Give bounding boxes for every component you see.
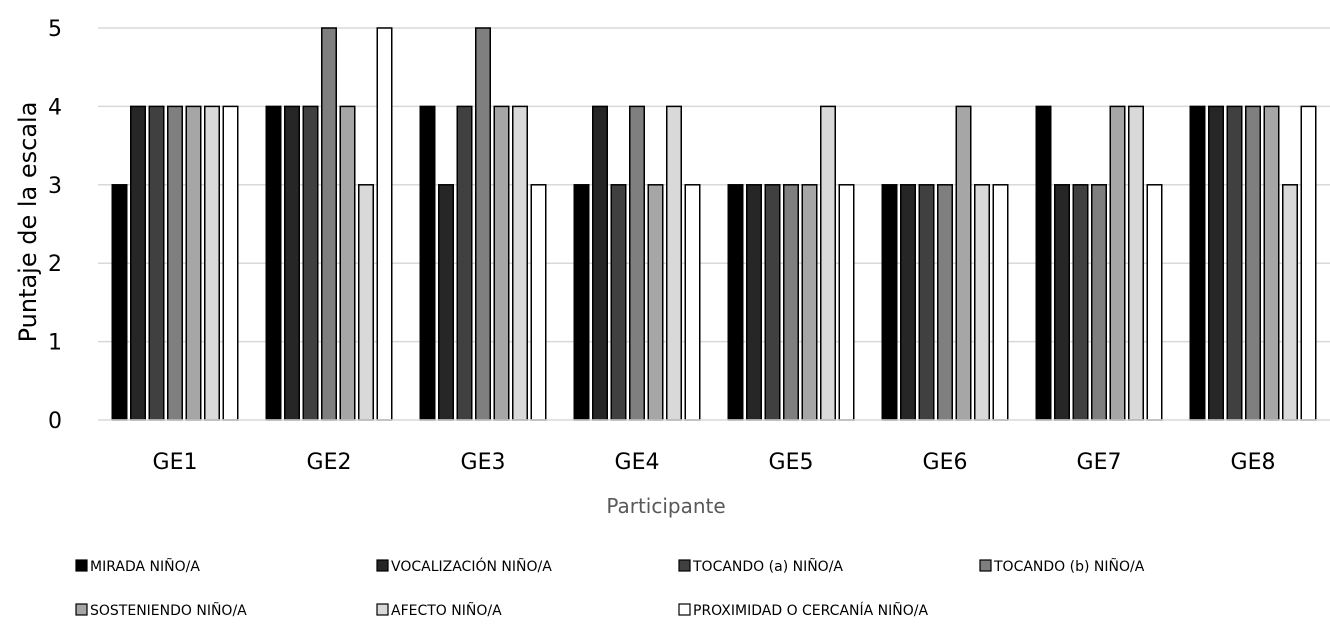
bar [918,184,935,421]
y-tick-label: 3 [48,174,62,199]
bar [881,184,898,421]
legend-item: PROXIMIDAD O CERCANÍA NIÑO/A [678,602,928,619]
bar [1109,105,1126,421]
bar [512,105,528,421]
bar [1282,184,1298,421]
bar [130,105,146,421]
bar [937,184,953,421]
bar [1072,184,1089,421]
x-tick-label: GE6 [923,450,968,475]
bar [974,184,990,421]
legend-label: SOSTENIENDO NIÑO/A [90,602,247,619]
legend-swatch [75,603,88,616]
bar [955,105,972,421]
y-tick-label: 0 [48,409,62,434]
legend-label: VOCALIZACIÓN NIÑO/A [391,557,552,575]
bar [493,105,510,421]
legend-item: TOCANDO (a) NIÑO/A [678,558,843,575]
bars [111,27,1317,421]
bar [1035,105,1052,421]
bar [111,184,128,421]
legend-item: AFECTO NIÑO/A [376,602,502,619]
bar [1226,105,1243,421]
bar [222,105,239,421]
legend-swatch [75,559,88,572]
bar [204,105,220,421]
bar [647,184,664,421]
legend-swatch [678,559,691,572]
bar [1208,105,1224,421]
bar [783,184,799,421]
y-axis-label: Puntaje de la escala [14,102,42,343]
bar [801,184,818,421]
legend-label: TOCANDO (b) NIÑO/A [993,558,1145,575]
legend-swatch [376,559,389,572]
bar [1146,184,1163,421]
bar [167,105,183,421]
legend-swatch [678,603,691,616]
x-axis-label: Participante [606,494,725,518]
bar [438,184,454,421]
x-tick-label: GE2 [307,450,352,475]
y-tick-label: 5 [48,17,62,42]
bar [592,105,608,421]
y-tick-label: 1 [48,331,62,356]
legend-item: TOCANDO (b) NIÑO/A [979,558,1145,575]
legend-swatch [376,603,389,616]
bar [456,105,473,421]
bar [1091,184,1107,421]
bar [900,184,916,421]
bar [1245,105,1261,421]
bar [838,184,855,421]
legend-item: SOSTENIENDO NIÑO/A [75,602,247,619]
x-tick-label: GE5 [769,450,814,475]
bar [302,105,319,421]
bar [1263,105,1280,421]
legend-label: AFECTO NIÑO/A [391,602,502,619]
x-tick-label: GE8 [1231,450,1276,475]
bar [284,105,300,421]
bar [265,105,282,421]
x-tick-label: GE7 [1077,450,1122,475]
bar [1128,105,1144,421]
legend-label: TOCANDO (a) NIÑO/A [692,558,843,575]
x-axis-ticks: GE1 GE2 GE3 GE4 GE5 GE6 GE7 GE8 [153,450,1276,475]
bar [746,184,762,421]
bar [764,184,781,421]
x-tick-label: GE3 [461,450,506,475]
y-axis-ticks: 0 1 2 3 4 5 [48,17,62,434]
legend-item: VOCALIZACIÓN NIÑO/A [376,557,552,575]
bar [1189,105,1206,421]
bar [185,105,202,421]
bar [339,105,356,421]
bar [727,184,744,421]
legend-item: MIRADA NIÑO/A [75,558,200,575]
legend-swatch [979,559,992,572]
gridlines [98,27,1330,343]
bar [475,27,491,421]
x-tick-label: GE1 [153,450,198,475]
bar [684,184,701,421]
bar [666,105,682,421]
bar [419,105,436,421]
legend-label: MIRADA NIÑO/A [90,558,200,575]
bar [629,105,645,421]
y-tick-label: 4 [48,95,62,120]
bar [530,184,547,421]
bar [148,105,165,421]
bar [321,27,337,421]
bar [992,184,1009,421]
legend-label: PROXIMIDAD O CERCANÍA NIÑO/A [693,602,928,619]
bar [1300,105,1317,421]
x-tick-label: GE4 [615,450,660,475]
bar [376,27,393,421]
y-tick-label: 2 [48,252,62,277]
bar [1054,184,1070,421]
bar [610,184,627,421]
bar [820,105,836,421]
bar [573,184,590,421]
bar [358,184,374,421]
legend: MIRADA NIÑO/A VOCALIZACIÓN NIÑO/A TOCANDO … [75,557,1145,619]
